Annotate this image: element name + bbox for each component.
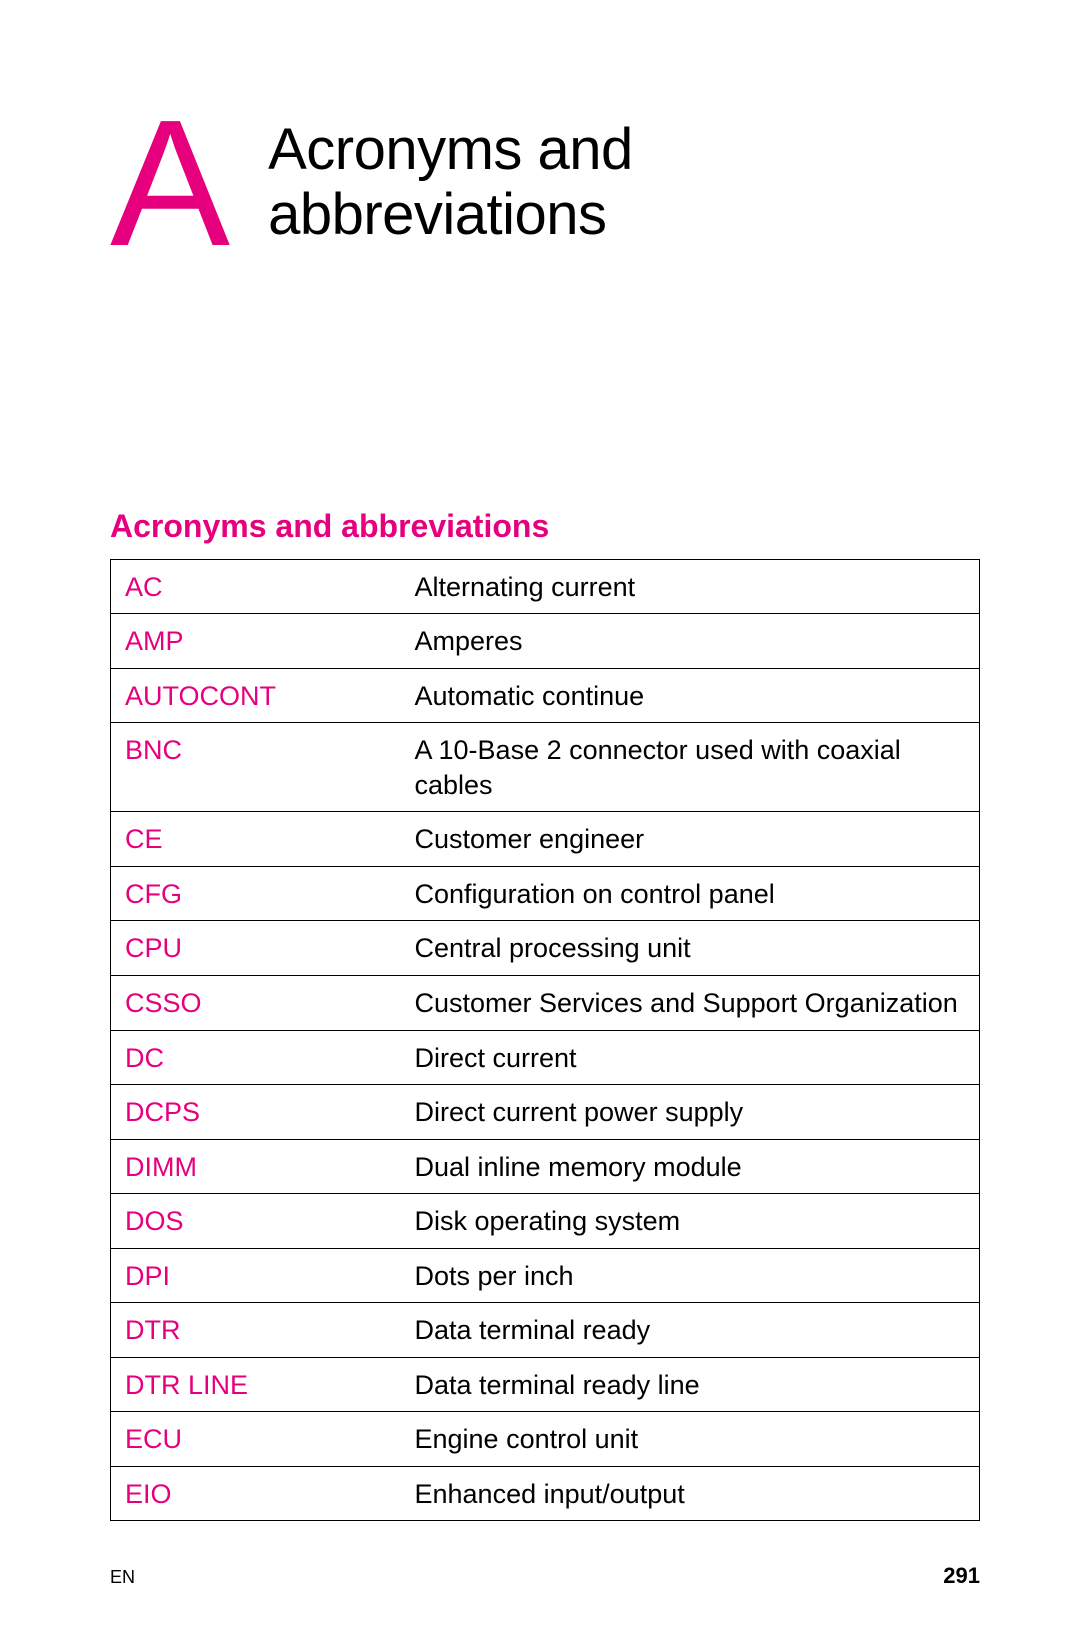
table-row: CPUCentral processing unit [111, 921, 980, 976]
acronym-definition: Automatic continue [401, 668, 980, 723]
table-row: ACAlternating current [111, 559, 980, 614]
acronym-term: EIO [111, 1466, 401, 1521]
acronym-term: DPI [111, 1248, 401, 1303]
chapter-title-line2: abbreviations [268, 182, 607, 247]
table-row: DTR LINEData terminal ready line [111, 1357, 980, 1412]
table-row: ECUEngine control unit [111, 1412, 980, 1467]
acronym-term: CFG [111, 866, 401, 921]
table-row: DPIDots per inch [111, 1248, 980, 1303]
acronym-definition: Customer Services and Support Organizati… [401, 975, 980, 1030]
table-row: CFGConfiguration on control panel [111, 866, 980, 921]
table-row: DOSDisk operating system [111, 1194, 980, 1249]
acronym-term: DOS [111, 1194, 401, 1249]
acronym-term: DTR [111, 1303, 401, 1358]
chapter-letter: A [110, 110, 230, 258]
acronym-definition: A 10-Base 2 connector used with coaxial … [401, 723, 980, 812]
acronym-definition: Central processing unit [401, 921, 980, 976]
section-heading: Acronyms and abbreviations [110, 508, 980, 545]
acronym-definition: Customer engineer [401, 812, 980, 867]
chapter-header: A Acronyms and abbreviations [110, 110, 980, 258]
acronym-definition: Disk operating system [401, 1194, 980, 1249]
acronym-term: AMP [111, 614, 401, 669]
acronym-term: DCPS [111, 1085, 401, 1140]
table-row: BNCA 10-Base 2 connector used with coaxi… [111, 723, 980, 812]
acronym-definition: Enhanced input/output [401, 1466, 980, 1521]
acronym-definition: Amperes [401, 614, 980, 669]
acronym-definition: Direct current [401, 1030, 980, 1085]
table-row: DCPSDirect current power supply [111, 1085, 980, 1140]
page: A Acronyms and abbreviations Acronyms an… [0, 0, 1080, 1651]
acronym-definition: Dots per inch [401, 1248, 980, 1303]
acronym-definition: Data terminal ready line [401, 1357, 980, 1412]
acronym-term: BNC [111, 723, 401, 812]
table-row: DIMMDual inline memory module [111, 1139, 980, 1194]
table-row: AUTOCONTAutomatic continue [111, 668, 980, 723]
acronym-term: CSSO [111, 975, 401, 1030]
acronym-term: ECU [111, 1412, 401, 1467]
acronyms-table: ACAlternating currentAMPAmperesAUTOCONTA… [110, 559, 980, 1522]
acronym-definition: Data terminal ready [401, 1303, 980, 1358]
chapter-title-line1: Acronyms and [268, 117, 633, 182]
acronym-term: DC [111, 1030, 401, 1085]
chapter-title: Acronyms and abbreviations [268, 118, 633, 248]
acronym-term: DTR LINE [111, 1357, 401, 1412]
acronym-term: AC [111, 559, 401, 614]
acronym-definition: Engine control unit [401, 1412, 980, 1467]
acronym-definition: Configuration on control panel [401, 866, 980, 921]
table-row: CECustomer engineer [111, 812, 980, 867]
footer-language: EN [110, 1567, 135, 1588]
table-row: CSSOCustomer Services and Support Organi… [111, 975, 980, 1030]
table-row: DTRData terminal ready [111, 1303, 980, 1358]
acronym-definition: Dual inline memory module [401, 1139, 980, 1194]
footer-page-number: 291 [943, 1563, 980, 1589]
table-row: AMPAmperes [111, 614, 980, 669]
acronym-term: AUTOCONT [111, 668, 401, 723]
table-row: DCDirect current [111, 1030, 980, 1085]
page-footer: EN 291 [110, 1563, 980, 1589]
acronym-term: CE [111, 812, 401, 867]
acronym-term: DIMM [111, 1139, 401, 1194]
table-row: EIOEnhanced input/output [111, 1466, 980, 1521]
acronym-term: CPU [111, 921, 401, 976]
acronyms-tbody: ACAlternating currentAMPAmperesAUTOCONTA… [111, 559, 980, 1521]
acronym-definition: Alternating current [401, 559, 980, 614]
acronym-definition: Direct current power supply [401, 1085, 980, 1140]
